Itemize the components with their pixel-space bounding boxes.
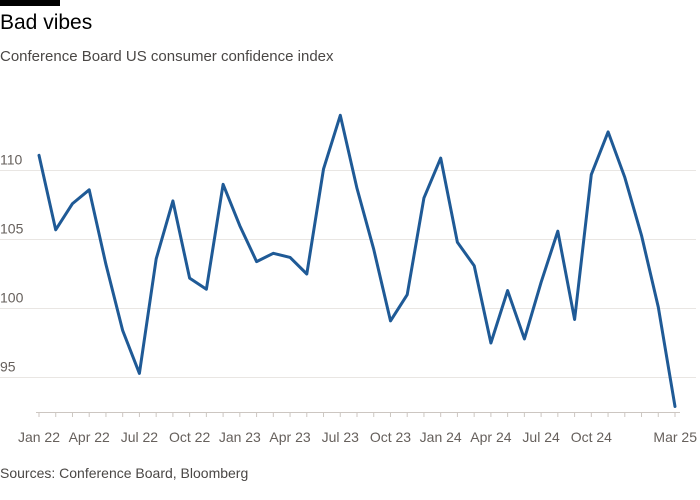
data-point	[138, 372, 141, 375]
data-point	[473, 264, 476, 267]
data-point	[523, 337, 526, 340]
x-axis	[36, 412, 680, 417]
chart-subtitle: Conference Board US consumer confidence …	[0, 48, 334, 65]
x-tick-label: Jan 24	[420, 429, 462, 445]
x-tick-label: Oct 23	[370, 429, 411, 445]
data-point	[640, 234, 643, 237]
data-point	[38, 154, 41, 157]
data-point	[188, 277, 191, 280]
y-tick-label: 95	[0, 359, 16, 375]
y-tick-label: 100	[0, 290, 24, 306]
x-tick-label: Jul 24	[522, 429, 560, 445]
series-layer	[37, 113, 677, 408]
series-line	[37, 113, 677, 408]
data-point	[305, 273, 308, 276]
data-point	[238, 224, 241, 227]
data-point	[356, 187, 359, 190]
x-tick-label: Jul 22	[121, 429, 159, 445]
y-tick-label: 105	[0, 221, 24, 237]
chart-title: Bad vibes	[0, 11, 93, 34]
data-point	[222, 183, 225, 186]
data-point	[607, 130, 610, 133]
data-point	[272, 252, 275, 255]
data-point	[422, 197, 425, 200]
y-tick-labels: 95 100 105 110	[0, 152, 24, 375]
data-point	[506, 289, 509, 292]
data-point	[88, 188, 91, 191]
data-point	[322, 168, 325, 171]
x-tick-label: Jul 23	[322, 429, 360, 445]
data-point	[674, 405, 677, 408]
x-tick-label: Oct 24	[571, 429, 612, 445]
data-point	[372, 248, 375, 251]
x-tick-label: Apr 23	[269, 429, 310, 445]
x-tick-label: Oct 22	[169, 429, 210, 445]
data-point	[623, 176, 626, 179]
data-point	[456, 241, 459, 244]
data-point	[54, 228, 57, 231]
data-point	[389, 319, 392, 322]
y-tick-label: 110	[0, 152, 23, 168]
x-tick-label: Jan 22	[18, 429, 60, 445]
data-point	[289, 256, 292, 259]
data-point	[573, 318, 576, 321]
data-point	[155, 257, 158, 260]
data-point	[121, 329, 124, 332]
x-tick-labels: Jan 22 Apr 22 Jul 22 Oct 22 Jan 23 Apr 23 Jul …	[18, 429, 697, 445]
data-point	[439, 157, 442, 160]
data-point	[171, 199, 174, 202]
data-point	[540, 281, 543, 284]
grid-lines	[0, 170, 696, 378]
data-point	[339, 114, 342, 117]
data-point	[406, 293, 409, 296]
x-tick-label: Apr 24	[470, 429, 511, 445]
x-tick-label: Jan 23	[219, 429, 261, 445]
top-rule	[0, 0, 60, 6]
data-point	[489, 342, 492, 345]
x-tick-label: Apr 22	[69, 429, 110, 445]
data-point	[556, 230, 559, 233]
data-point	[71, 202, 74, 205]
data-point	[205, 288, 208, 291]
data-point	[104, 263, 107, 266]
data-point	[657, 306, 660, 309]
data-point	[255, 260, 258, 263]
x-tick-label: Mar 25	[653, 429, 697, 445]
source-note: Sources: Conference Board, Bloomberg	[0, 465, 249, 481]
data-point	[590, 173, 593, 176]
